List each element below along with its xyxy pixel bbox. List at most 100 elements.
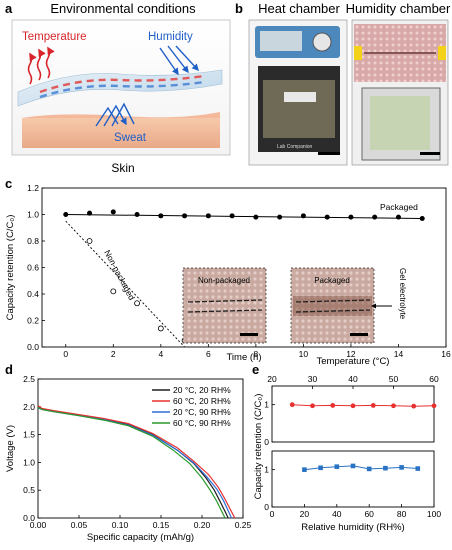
plot-frame bbox=[37, 378, 244, 519]
chart-c: 0 2 4 6 8 10 12 14 16 0.0 0.2 0.4 0.6 0.8 1.0 1.2 Time (… bbox=[5, 183, 451, 363]
humidity-device-screen bbox=[370, 96, 430, 150]
panel-b: b Heat chamber Humidity chamber Lab Comp… bbox=[235, 1, 451, 166]
x-tick-label: 8 bbox=[254, 349, 259, 359]
y-tick-label: 0 bbox=[264, 437, 269, 447]
packaged-point bbox=[110, 209, 116, 215]
humidity-tape-right bbox=[438, 46, 446, 60]
y-tick-label: 1.5 bbox=[23, 430, 35, 440]
packaged-series-label: Packaged bbox=[380, 202, 418, 212]
x-tick-label: 50 bbox=[389, 374, 399, 384]
gel-electrolyte-label: Gel electrolyte bbox=[398, 268, 407, 320]
x-tick-label: 60 bbox=[429, 374, 439, 384]
panel-e-label: e bbox=[252, 362, 259, 377]
y-tick-label: 1.0 bbox=[23, 457, 35, 467]
temperature-label: Temperature bbox=[22, 31, 87, 43]
x-tick-label: 20 bbox=[267, 374, 277, 384]
x-tick-label: 6 bbox=[206, 349, 211, 359]
x-axis-title-bottom: Relative humidity (RH%) bbox=[301, 522, 404, 533]
y-tick-label: 0.2 bbox=[27, 316, 39, 326]
skin-label: Skin bbox=[111, 161, 134, 175]
y-tick-label: 0.8 bbox=[27, 236, 39, 246]
x-axis-title: Time (h) bbox=[226, 352, 261, 363]
packaged-point bbox=[158, 213, 164, 219]
packaged-point bbox=[419, 215, 425, 221]
panel-a-label: a bbox=[5, 1, 13, 16]
nonpackaged-series-label: Non-packaged bbox=[102, 248, 137, 302]
y-axis-title: Capacity retention (C/C₀) bbox=[5, 215, 16, 321]
plot-frame bbox=[271, 450, 435, 508]
packaged-point bbox=[253, 214, 259, 220]
packaged-point bbox=[372, 214, 378, 220]
x-axis-title: Specific capacity (mAh/g) bbox=[87, 532, 194, 543]
panel-c-label: c bbox=[5, 176, 12, 191]
temperature-point bbox=[350, 403, 356, 409]
sweat-label: Sweat bbox=[114, 132, 147, 144]
x-tick-label: 20 bbox=[300, 509, 310, 519]
x-axis-title-top: Temperature (°C) bbox=[317, 356, 390, 367]
humidity-point bbox=[415, 466, 421, 471]
y-axis-title: Capacity retention (C/C₀) bbox=[253, 394, 264, 500]
y-tick-label: 2.0 bbox=[23, 402, 35, 412]
x-tick-label: 0.10 bbox=[112, 520, 129, 530]
temperature-point bbox=[411, 403, 417, 409]
x-tick-label: 2 bbox=[111, 349, 116, 359]
packaged-point bbox=[348, 214, 354, 220]
sweat-arrows-icon bbox=[95, 102, 135, 127]
panel-a: a Environmental conditions Temperature H… bbox=[5, 1, 231, 175]
x-tick-label: 12 bbox=[346, 349, 356, 359]
x-tick-label: 0.20 bbox=[194, 520, 211, 530]
y-axis-title: Voltage (V) bbox=[5, 425, 16, 472]
y-tick-label: 0.4 bbox=[27, 289, 39, 299]
panel-e: e 20 30 40 50 60 0 1 Temperature (°C) 0 20 40 60 80 1… bbox=[252, 356, 441, 533]
humidity-arrows-icon bbox=[159, 45, 199, 76]
packaged-point bbox=[134, 212, 140, 217]
x-tick-label: 0.00 bbox=[30, 520, 47, 530]
heat-scale-bar bbox=[318, 152, 340, 155]
inset-nonpackaged-scale-bar bbox=[240, 333, 258, 336]
x-tick-label: 4 bbox=[158, 349, 163, 359]
y-tick-label: 0.6 bbox=[27, 263, 39, 273]
x-tick-label: 0.15 bbox=[153, 520, 170, 530]
x-tick-label: 10 bbox=[299, 349, 309, 359]
inset-packaged-gel bbox=[293, 296, 372, 316]
x-tick-label: 0.05 bbox=[71, 520, 88, 530]
temperature-point bbox=[431, 403, 437, 409]
packaged-point bbox=[277, 214, 283, 220]
inset-packaged-scale-bar bbox=[350, 333, 368, 336]
packaged-point bbox=[300, 213, 306, 219]
packaged-point bbox=[324, 214, 330, 220]
panel-d: d 0.00 0.05 0.10 0.15 0.20 0.25 0.0 0.5 1.0 1.5 2.… bbox=[5, 362, 252, 543]
heat-chamber-sample bbox=[284, 92, 316, 102]
plot-frame bbox=[271, 385, 435, 443]
chart-e: 20 30 40 50 60 0 1 Temperature (°C) 0 20 40 60 80 100… bbox=[253, 356, 441, 533]
x-tick-label: 40 bbox=[332, 509, 342, 519]
humidity-point bbox=[350, 463, 356, 469]
packaged-point bbox=[63, 212, 69, 217]
panel-b-label: b bbox=[235, 1, 243, 16]
inset-packaged-electrode-2 bbox=[295, 309, 371, 313]
patch-electrode-blue bbox=[39, 80, 206, 99]
x-tick-label: 0 bbox=[63, 349, 68, 359]
series-line bbox=[37, 406, 226, 519]
y-tick-label: 1.0 bbox=[27, 210, 39, 220]
y-tick-label: 2.5 bbox=[23, 374, 35, 384]
packaged-fit-line bbox=[65, 214, 423, 219]
humidity-point bbox=[399, 465, 404, 470]
x-tick-label: 100 bbox=[427, 509, 441, 519]
y-tick-label: 0.5 bbox=[23, 485, 35, 495]
y-tick-label: 0 bbox=[264, 502, 269, 512]
skin-block bbox=[22, 118, 220, 148]
chart-d: 0.00 0.05 0.10 0.15 0.20 0.25 0.0 0.5 1.0 1.5 2.0 2… bbox=[5, 374, 252, 543]
humidity-line bbox=[304, 465, 418, 471]
packaged-point bbox=[182, 213, 188, 219]
inset-nonpackaged-electrode-1 bbox=[187, 299, 263, 303]
temperature-line bbox=[292, 404, 435, 407]
temperature-point bbox=[391, 403, 396, 409]
humidity-chamber-title: Humidity chamber bbox=[346, 1, 451, 16]
packaged-point bbox=[395, 214, 401, 220]
humidity-point bbox=[334, 464, 340, 469]
inset-nonpackaged-electrode-2 bbox=[187, 309, 263, 313]
legend-label: 20 °C, 20 RH% bbox=[173, 385, 231, 395]
temperature-point bbox=[330, 403, 336, 408]
